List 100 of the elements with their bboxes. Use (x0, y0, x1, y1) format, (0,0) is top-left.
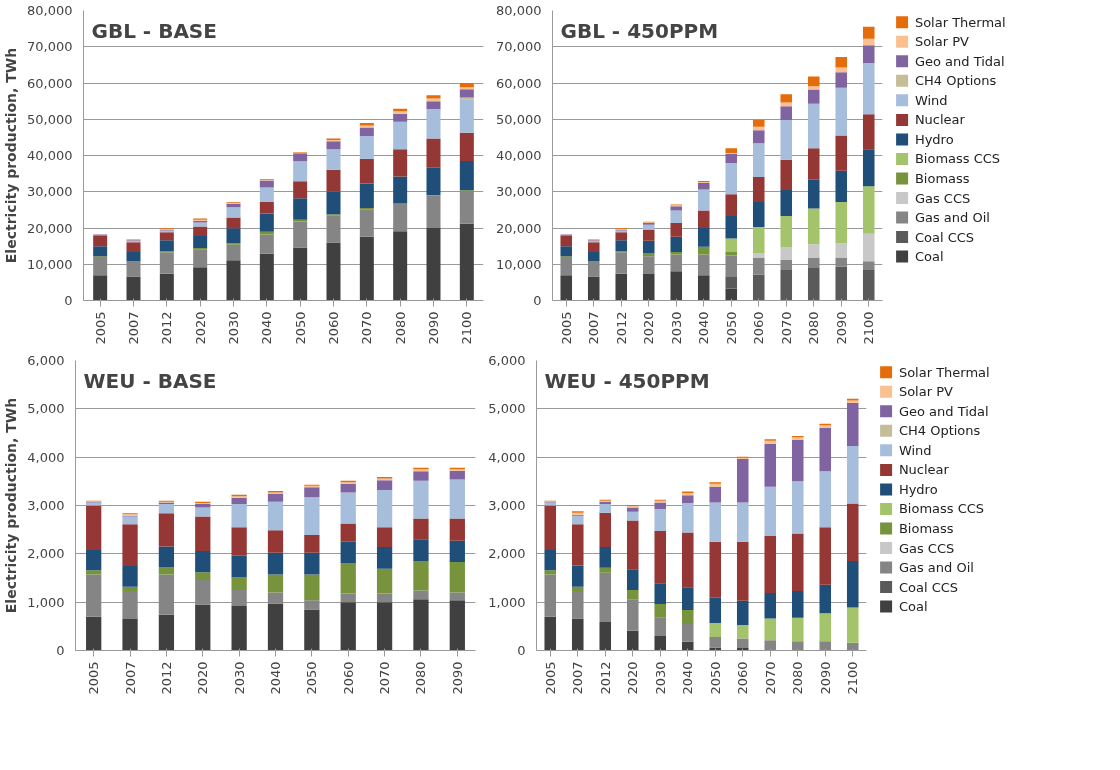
legend-label: Wind (898, 442, 932, 458)
x-tick-label: 2100 (845, 661, 861, 695)
text: WEU - 450PPM (544, 368, 710, 393)
y-tick-label: 1,000 (27, 594, 65, 610)
x-tick-label: 2020 (641, 311, 657, 345)
x-tick-label: 2030 (231, 661, 247, 695)
legend-label: Coal (898, 599, 928, 615)
legend-label: Biomass (914, 170, 970, 186)
x-tick-label: 2020 (192, 311, 208, 345)
y-tick-label: 1,000 (488, 594, 526, 610)
chart-title: GBL - BASE (91, 18, 217, 43)
legend-label: Coal CCS (898, 579, 959, 595)
text: WEU - BASE (83, 368, 217, 393)
legend-label: Wind (914, 92, 948, 108)
x-tick-label: 2070 (778, 311, 794, 345)
legend-label: Gas CCS (898, 540, 955, 556)
y-tick-label: 40,000 (496, 148, 542, 163)
x-tick-label: 2005 (542, 661, 558, 695)
y-tick-label: 60,000 (27, 75, 73, 91)
legend-label: CH4 Options (914, 73, 997, 89)
x-tick-label: 2012 (597, 661, 613, 695)
legend-label: Nuclear (914, 112, 966, 128)
x-tick-label: 2005 (86, 661, 102, 695)
x-tick-label: 2090 (449, 661, 465, 695)
x-tick-label: 2020 (625, 661, 641, 695)
y-tick-label: 70,000 (27, 39, 73, 55)
legend-label: Solar PV (914, 34, 969, 50)
y-axis-title: Electricity production, TWh (3, 47, 20, 264)
y-axis-title: Electricity production, TWh (3, 397, 20, 614)
y-tick-label: 4,000 (27, 449, 65, 465)
legend-label: Geo and Tidal (914, 53, 1005, 69)
y-tick-label: 4,000 (488, 449, 526, 465)
y-tick-label: 50,000 (27, 111, 73, 127)
x-tick-label: 2060 (326, 311, 341, 345)
x-tick-label: 2040 (680, 661, 696, 695)
y-tick-label: 80,000 (27, 3, 73, 18)
x-tick-label: 2012 (159, 311, 175, 345)
x-tick-label: 2030 (652, 661, 668, 695)
y-tick-label: 0 (533, 293, 542, 308)
x-tick-label: 2090 (833, 311, 849, 345)
legend-label: Solar Thermal (914, 14, 1006, 30)
x-tick-label: 2090 (426, 311, 441, 345)
y-tick-label: 30,000 (27, 184, 73, 200)
y-tick-label: 6,000 (488, 353, 526, 368)
x-tick-label: 2060 (340, 661, 356, 695)
legend-label: Solar Thermal (898, 364, 990, 380)
legend-label: Coal CCS (914, 229, 975, 245)
x-tick-label: 2007 (122, 661, 138, 695)
x-tick-label: 2070 (359, 311, 375, 345)
y-tick-label: 10,000 (27, 256, 73, 272)
x-tick-label: 2050 (707, 661, 723, 695)
y-tick-label: 0 (517, 643, 526, 658)
x-tick-label: 2050 (304, 661, 320, 695)
legend-label: Solar PV (898, 384, 953, 400)
legend-label: CH4 Options (898, 423, 981, 439)
y-tick-label: 20,000 (496, 220, 542, 236)
y-tick-label: 0 (56, 643, 65, 658)
x-tick-label: 2030 (668, 311, 684, 345)
y-tick-label: 30,000 (496, 184, 542, 200)
x-tick-label: 2080 (413, 661, 429, 695)
x-tick-label: 2030 (226, 311, 241, 345)
y-tick-label: 5,000 (488, 401, 526, 417)
y-tick-label: 20,000 (27, 220, 73, 236)
y-tick-label: 2,000 (27, 546, 65, 562)
x-tick-label: 2070 (762, 661, 778, 695)
legend-label: Hydro (898, 481, 938, 497)
x-tick-label: 2007 (586, 311, 602, 345)
y-tick-label: 0 (64, 293, 73, 308)
chart-title: GBL - 450PPM (560, 18, 719, 43)
y-tick-label: 3,000 (27, 498, 65, 513)
x-tick-label: 2060 (735, 661, 751, 695)
y-tick-label: 50,000 (496, 111, 542, 127)
legend-label: Nuclear (898, 462, 950, 478)
x-tick-label: 2050 (723, 311, 739, 345)
y-tick-label: 3,000 (488, 498, 526, 513)
x-tick-label: 2007 (570, 661, 586, 695)
legend-label: Geo and Tidal (898, 403, 989, 419)
legend-label: Gas CCS (914, 190, 971, 206)
x-tick-label: 2100 (459, 311, 475, 345)
y-tick-label: 6,000 (27, 353, 65, 368)
x-tick-label: 2040 (268, 661, 283, 695)
legend-label: Coal (914, 249, 944, 265)
x-tick-label: 2080 (806, 311, 822, 345)
x-tick-label: 2007 (126, 311, 141, 345)
x-tick-label: 2040 (696, 311, 712, 345)
legend-label: Biomass (898, 520, 954, 536)
legend-label: Gas and Oil (914, 210, 990, 226)
x-tick-label: 2080 (790, 661, 806, 695)
legend-label: Biomass CCS (898, 501, 985, 517)
y-tick-label: 70,000 (496, 39, 542, 55)
x-tick-label: 2070 (377, 661, 393, 695)
x-tick-label: 2005 (92, 311, 108, 345)
legend-label: Gas and Oil (898, 560, 974, 576)
x-tick-label: 2060 (751, 311, 767, 345)
y-tick-label: 10,000 (496, 256, 542, 272)
x-tick-label: 2005 (558, 311, 574, 345)
y-tick-label: 40,000 (27, 148, 73, 163)
y-tick-label: 5,000 (27, 401, 65, 417)
y-tick-label: 80,000 (496, 3, 542, 18)
x-tick-label: 2020 (195, 661, 211, 695)
